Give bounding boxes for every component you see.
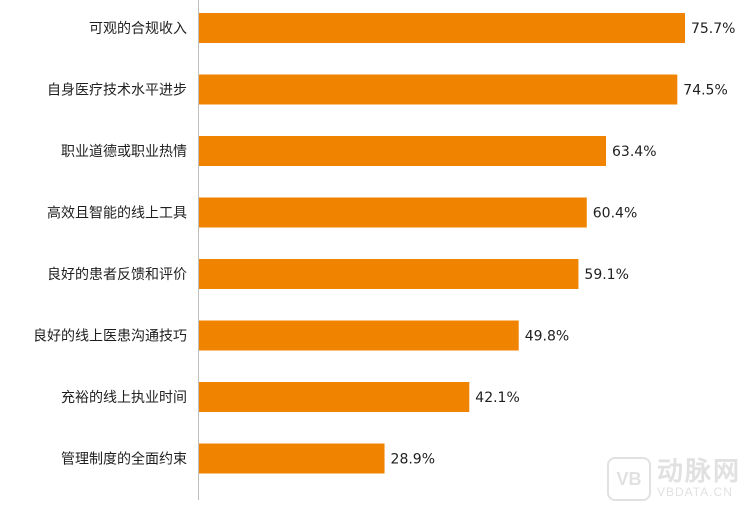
category-labels-group: 可观的合规收入自身医疗技术水平进步职业道德或职业热情高效且智能的线上工具良好的患… — [33, 21, 187, 468]
bar — [199, 259, 579, 289]
value-label: 74.5% — [683, 83, 727, 99]
bars-group — [199, 13, 685, 474]
category-label: 职业道德或职业热情 — [61, 144, 187, 160]
category-label: 自身医疗技术水平进步 — [47, 83, 187, 99]
bar — [199, 320, 519, 351]
category-label: 可观的合规收入 — [89, 21, 187, 37]
bar — [199, 382, 470, 412]
watermark-logo: VB 动脉网 VBDATA.CN — [606, 457, 741, 501]
watermark-url: VBDATA.CN — [656, 485, 733, 500]
value-label: 28.9% — [391, 452, 435, 468]
category-label: 高效且智能的线上工具 — [47, 205, 187, 222]
value-label: 49.8% — [525, 329, 569, 345]
watermark-text: 动脉网 VBDATA.CN — [656, 457, 741, 500]
watermark-badge: VB — [606, 457, 651, 501]
watermark-name: 动脉网 — [656, 457, 741, 488]
category-label: 良好的患者反馈和评价 — [47, 267, 187, 283]
bar — [199, 136, 607, 166]
category-label: 管理制度的全面约束 — [61, 451, 187, 468]
value-label: 60.4% — [593, 206, 637, 222]
category-label: 良好的线上医患沟通技巧 — [33, 329, 187, 345]
bar — [199, 197, 587, 228]
bar — [199, 13, 685, 43]
value-label: 59.1% — [584, 267, 628, 283]
bar — [199, 74, 678, 105]
value-label: 63.4% — [612, 144, 656, 160]
value-label: 42.1% — [475, 390, 519, 406]
value-label: 75.7% — [691, 21, 735, 37]
bar — [199, 443, 385, 474]
value-labels-group: 75.7% 74.5% 63.4% 60.4% 59.1% 49.8% 42.1% 28.9% — [391, 21, 736, 468]
category-label: 充裕的线上执业时间 — [61, 390, 187, 406]
